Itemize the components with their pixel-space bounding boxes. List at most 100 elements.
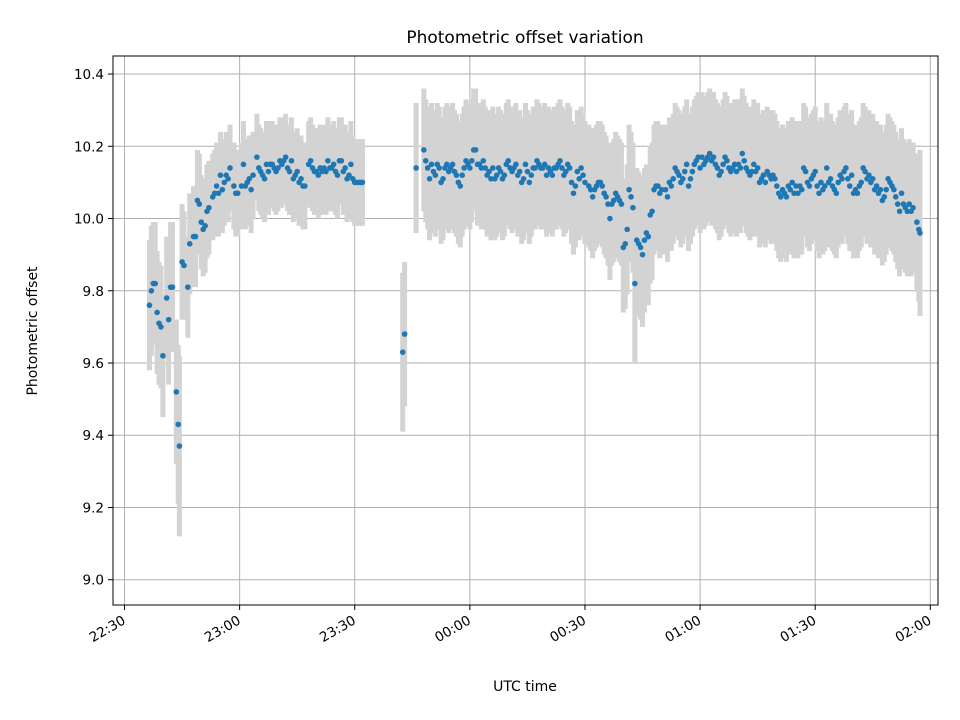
data-point: [302, 183, 308, 189]
data-point: [294, 168, 300, 175]
data-point: [254, 154, 260, 160]
data-point: [432, 172, 439, 178]
data-point: [549, 172, 556, 178]
x-tick-label: 01:00: [662, 613, 704, 646]
x-axis-label: UTC time: [493, 679, 557, 695]
data-point: [904, 208, 911, 215]
data-point: [854, 190, 861, 197]
data-point: [219, 186, 226, 193]
data-point: [637, 244, 644, 251]
data-point: [572, 183, 579, 189]
data-point: [658, 186, 665, 193]
data-point: [883, 186, 889, 193]
data-point: [683, 161, 690, 168]
data-point: [570, 190, 577, 197]
data-point: [359, 179, 366, 186]
data-point: [822, 183, 828, 189]
data-point: [892, 194, 899, 200]
data-point: [866, 172, 872, 178]
data-point: [165, 316, 172, 323]
data-point: [202, 222, 208, 229]
data-point: [793, 183, 799, 189]
x-tick-label: 22:30: [87, 613, 129, 646]
data-point: [497, 168, 504, 175]
data-points: [146, 147, 923, 449]
data-point: [325, 157, 331, 164]
data-point: [421, 147, 427, 153]
data-point: [342, 165, 348, 171]
data-point: [265, 168, 272, 175]
y-tick-label: 10.0: [74, 212, 104, 228]
data-point: [234, 190, 241, 197]
data-point: [814, 183, 820, 189]
data-point: [566, 165, 573, 171]
data-point: [632, 280, 638, 287]
data-point: [526, 179, 533, 186]
data-point: [206, 204, 212, 211]
data-point: [472, 147, 479, 153]
data-point: [777, 194, 784, 200]
data-point: [639, 251, 646, 258]
data-point: [710, 154, 717, 160]
data-point: [215, 190, 222, 197]
data-point: [816, 190, 822, 197]
data-point: [574, 168, 581, 175]
data-point: [559, 165, 565, 171]
data-point: [426, 176, 433, 182]
data-point: [731, 161, 738, 168]
data-point: [835, 179, 842, 186]
data-point: [428, 161, 435, 168]
data-point: [482, 165, 489, 171]
data-point: [699, 154, 705, 160]
data-point: [181, 262, 187, 269]
data-point: [413, 165, 419, 171]
data-point: [541, 161, 548, 168]
data-point: [906, 201, 913, 207]
data-point: [520, 176, 527, 182]
data-point: [603, 194, 609, 200]
data-point: [689, 168, 696, 175]
data-point: [173, 389, 180, 395]
data-point: [192, 233, 199, 240]
data-point: [714, 165, 721, 171]
data-point: [687, 176, 694, 182]
data-point: [422, 157, 429, 164]
data-point: [298, 176, 304, 182]
data-point: [685, 183, 692, 189]
data-point: [718, 168, 724, 175]
data-point: [213, 183, 220, 189]
data-point: [334, 172, 341, 178]
data-point: [160, 352, 166, 359]
data-point: [480, 157, 487, 164]
data-point: [843, 165, 849, 171]
data-point: [578, 165, 584, 171]
data-point: [288, 157, 295, 164]
x-tick-label: 02:00: [893, 613, 935, 646]
data-point: [695, 154, 701, 160]
data-point: [862, 168, 868, 175]
data-point: [522, 161, 529, 168]
data-point: [198, 219, 205, 225]
data-point: [175, 421, 182, 428]
data-point: [399, 349, 406, 355]
data-point: [158, 324, 164, 330]
data-point: [668, 183, 675, 189]
data-point: [217, 172, 224, 178]
data-point: [676, 172, 682, 178]
data-point: [528, 172, 535, 178]
data-point: [783, 194, 790, 200]
data-point: [282, 154, 289, 160]
data-point: [238, 183, 245, 189]
data-point: [624, 226, 630, 233]
data-point: [733, 168, 740, 175]
data-point: [641, 237, 648, 244]
y-tick-label: 9.0: [83, 573, 104, 589]
data-point: [587, 186, 594, 193]
data-point: [697, 165, 703, 171]
data-point: [186, 241, 193, 247]
data-point: [562, 168, 569, 175]
data-point: [440, 176, 446, 182]
data-point: [505, 157, 512, 164]
data-point: [501, 172, 508, 178]
